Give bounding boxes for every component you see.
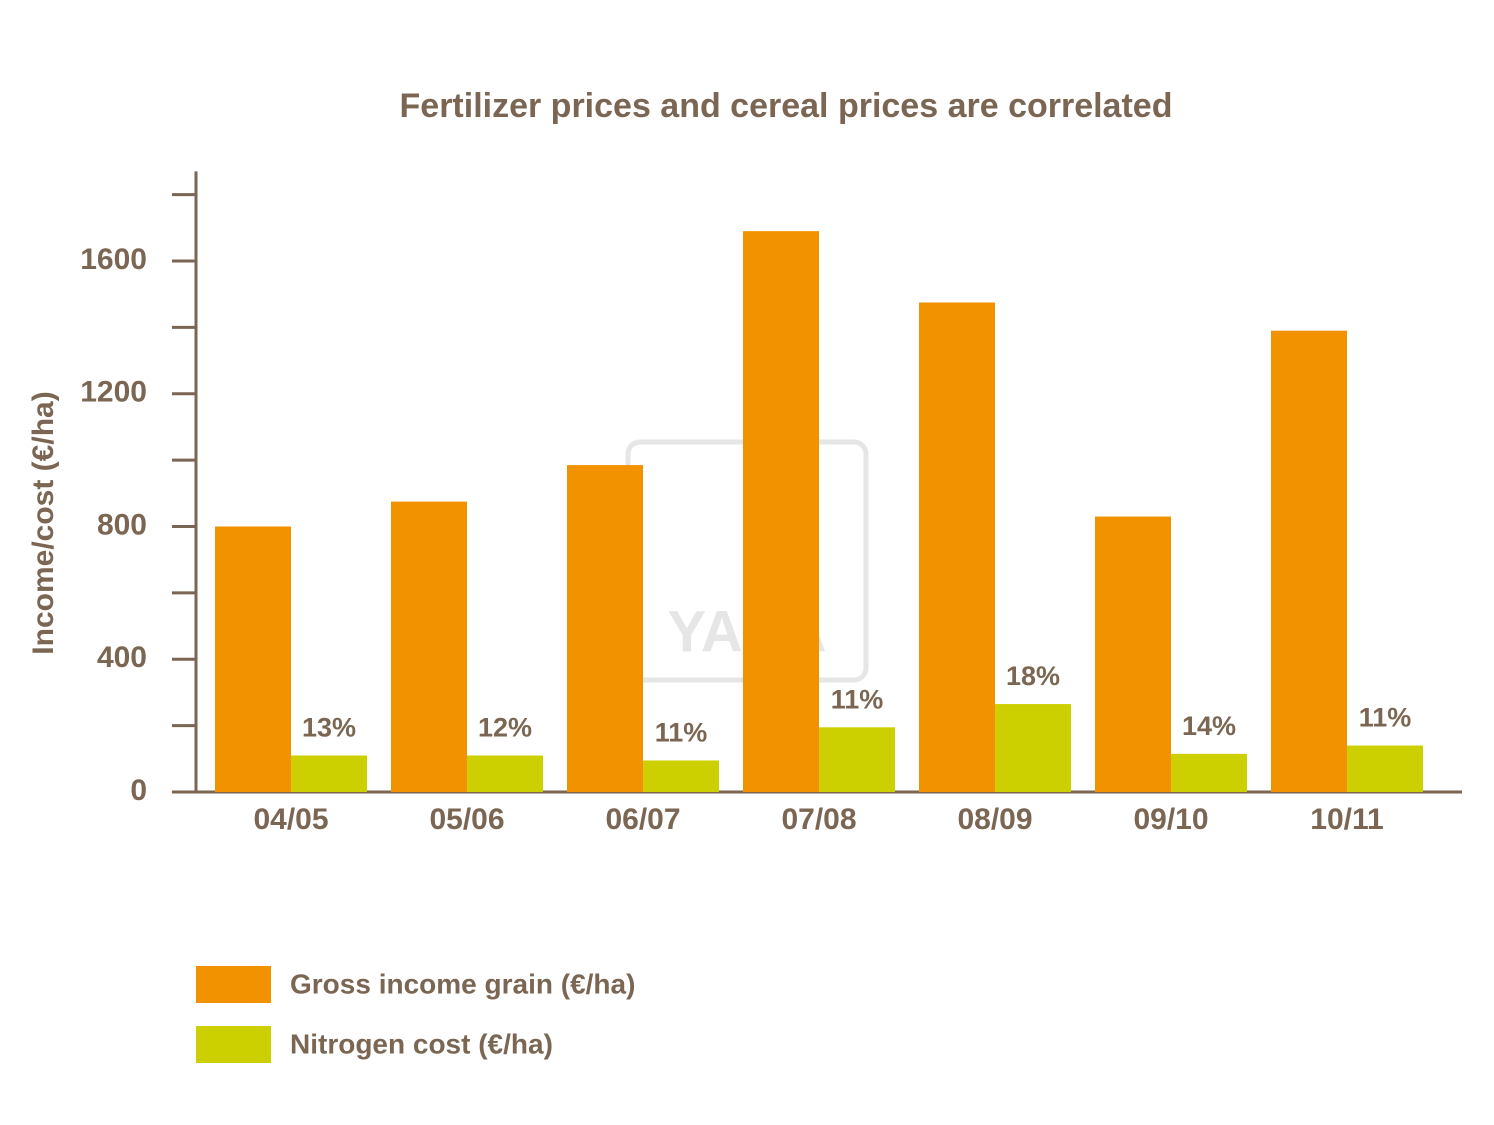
percent-label: 14% bbox=[1182, 711, 1236, 741]
x-tick-label: 07/08 bbox=[781, 803, 856, 836]
bar bbox=[743, 231, 819, 793]
bar bbox=[391, 501, 467, 792]
bar bbox=[215, 526, 291, 792]
bar bbox=[995, 704, 1071, 792]
bar bbox=[643, 760, 719, 792]
x-tick-label: 09/10 bbox=[1133, 803, 1208, 836]
percent-label: 11% bbox=[655, 718, 708, 748]
percent-label: 11% bbox=[831, 684, 884, 714]
percent-label: 11% bbox=[1359, 703, 1412, 733]
bar bbox=[1095, 516, 1171, 792]
legend-swatch bbox=[196, 966, 271, 1003]
percent-label: 13% bbox=[302, 713, 356, 743]
y-tick-label: 800 bbox=[97, 508, 147, 541]
bar bbox=[567, 465, 643, 792]
y-tick-label: 0 bbox=[130, 774, 147, 807]
x-tick-label: 08/09 bbox=[957, 803, 1032, 836]
legend-label: Nitrogen cost (€/ha) bbox=[290, 1028, 553, 1059]
y-tick-label: 1600 bbox=[80, 243, 147, 276]
y-tick-label: 1200 bbox=[80, 376, 147, 409]
x-tick-label: 04/05 bbox=[253, 803, 328, 836]
bar bbox=[467, 755, 543, 792]
x-tick-label: 05/06 bbox=[429, 803, 504, 836]
legend-swatch bbox=[196, 1026, 271, 1063]
bar bbox=[919, 302, 995, 792]
legend-label: Gross income grain (€/ha) bbox=[290, 968, 635, 999]
bar bbox=[1271, 330, 1347, 792]
x-tick-label: 06/07 bbox=[605, 803, 680, 836]
bar bbox=[1171, 753, 1247, 792]
bar bbox=[291, 755, 367, 792]
chart-title: Fertilizer prices and cereal prices are … bbox=[400, 87, 1173, 125]
bar bbox=[1347, 745, 1423, 792]
x-tick-label: 10/11 bbox=[1310, 803, 1383, 836]
percent-label: 18% bbox=[1006, 661, 1060, 691]
percent-label: 12% bbox=[478, 713, 532, 743]
bar bbox=[819, 727, 895, 792]
y-axis-label: Income/cost (€/ha) bbox=[27, 391, 60, 654]
y-tick-label: 400 bbox=[97, 641, 147, 674]
